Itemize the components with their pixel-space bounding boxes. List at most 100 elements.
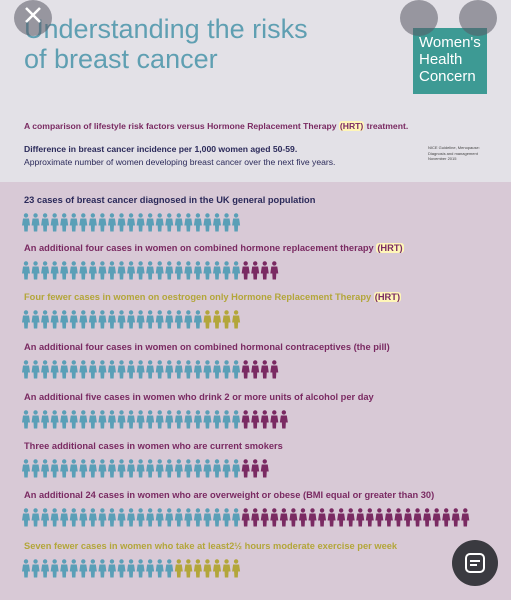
person-icon [22, 508, 30, 527]
person-icon [107, 410, 116, 429]
text: An additional five cases in women who dr… [24, 392, 374, 402]
person-icon [22, 213, 30, 232]
person-icon [193, 213, 202, 232]
person-icon [193, 459, 202, 478]
person-icon [213, 213, 221, 232]
icon-group [22, 360, 241, 379]
title-line: Understanding the risks [24, 14, 308, 44]
person-icon [193, 360, 202, 379]
person-icon [88, 360, 97, 379]
person-icon [79, 410, 88, 429]
person-icon [79, 213, 88, 232]
person-icon [31, 261, 40, 280]
person-icon [88, 508, 97, 527]
source: NICE Guideline, Menopause: Diagnosis and … [428, 145, 480, 162]
person-icon [41, 508, 50, 527]
person-icon [232, 508, 241, 527]
person-icon [251, 508, 260, 527]
person-icon [232, 559, 241, 578]
person-icon [69, 310, 78, 329]
person-icon [298, 508, 307, 527]
person-icon [241, 261, 250, 280]
person-icon [50, 261, 59, 280]
highlight: (HRT) [338, 121, 365, 131]
icon-group [22, 310, 202, 329]
pictogram [22, 360, 279, 379]
person-icon [117, 559, 126, 578]
person-icon [184, 261, 193, 280]
person-icon [127, 459, 136, 478]
person-icon [79, 360, 88, 379]
more-button[interactable] [459, 0, 497, 36]
pictogram [22, 310, 241, 329]
lens-button[interactable] [400, 0, 438, 36]
person-icon [31, 508, 40, 527]
person-icon [213, 559, 221, 578]
person-icon [79, 261, 88, 280]
text: An additional four cases in women on com… [24, 243, 377, 253]
person-icon [222, 310, 231, 329]
person-icon [384, 508, 393, 527]
person-icon [98, 213, 107, 232]
icon-group [22, 459, 241, 478]
person-icon [289, 508, 298, 527]
person-icon [260, 410, 269, 429]
text: Seven fewer cases in women who take at l… [24, 541, 398, 551]
logo-text: Concern [419, 68, 476, 85]
person-icon [31, 559, 40, 578]
person-icon [260, 360, 269, 379]
person-icon [270, 261, 279, 280]
person-icon [107, 459, 116, 478]
person-icon [404, 508, 412, 527]
person-icon [251, 459, 260, 478]
person-icon [69, 459, 78, 478]
person-icon [31, 310, 40, 329]
person-icon [203, 213, 212, 232]
difference: Difference in breast cancer incidence pe… [24, 144, 298, 154]
text: Four fewer cases in women on oestrogen o… [24, 292, 374, 302]
person-icon [98, 508, 107, 527]
pictogram [22, 410, 288, 429]
row-heading: Seven fewer cases in women who take at l… [24, 541, 397, 551]
person-icon [41, 459, 50, 478]
person-icon [88, 410, 97, 429]
row-heading: An additional four cases in women on com… [24, 243, 404, 253]
person-icon [193, 410, 202, 429]
person-icon [232, 310, 241, 329]
person-icon [165, 310, 174, 329]
person-icon [451, 508, 460, 527]
source-line: November 2015 [428, 156, 457, 161]
person-icon [60, 360, 69, 379]
person-icon [79, 310, 88, 329]
row-heading: Four fewer cases in women on oestrogen o… [24, 292, 402, 302]
person-icon [50, 559, 59, 578]
person-icon [461, 508, 470, 527]
person-icon [146, 360, 155, 379]
text: An additional four cases in women on com… [24, 342, 390, 352]
scan-button[interactable] [452, 540, 498, 586]
person-icon [241, 360, 250, 379]
person-icon [270, 508, 279, 527]
person-icon [203, 360, 212, 379]
person-icon [222, 213, 231, 232]
icon-group [22, 213, 241, 232]
logo: Women's Health Concern [413, 28, 487, 94]
person-icon [213, 508, 221, 527]
close-button[interactable] [14, 0, 52, 36]
person-icon [31, 459, 40, 478]
person-icon [22, 459, 30, 478]
person-icon [88, 459, 97, 478]
person-icon [260, 261, 269, 280]
person-icon [107, 261, 116, 280]
text: A comparison of lifestyle risk factors v… [24, 121, 339, 131]
icon-group [203, 310, 241, 329]
person-icon [232, 213, 241, 232]
person-icon [88, 213, 97, 232]
person-icon [279, 508, 288, 527]
icon-group [241, 410, 288, 429]
person-icon [155, 360, 164, 379]
logo-text: Women's [419, 34, 481, 51]
person-icon [356, 508, 365, 527]
person-icon [127, 310, 136, 329]
person-icon [127, 508, 136, 527]
